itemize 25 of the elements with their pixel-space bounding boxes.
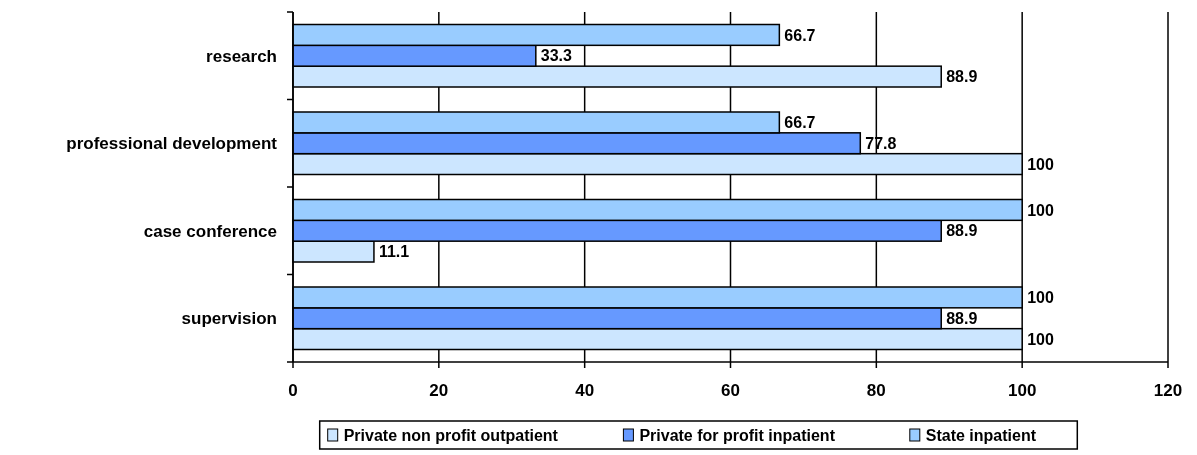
data-label: 33.3 bbox=[540, 47, 573, 65]
x-tick-label: 120 bbox=[1153, 381, 1183, 400]
data-label: 100 bbox=[1027, 201, 1054, 219]
y-tick-label: professional development bbox=[66, 134, 278, 154]
legend-label: Private non profit outpatient bbox=[343, 426, 559, 444]
data-label: 88.9 bbox=[946, 309, 978, 327]
x-tick-label: 60 bbox=[721, 381, 740, 400]
data-label: 66.7 bbox=[784, 114, 816, 132]
x-tick-label: 100 bbox=[1007, 381, 1037, 400]
y-tick-label: research bbox=[206, 46, 277, 66]
y-tick-label: case conference bbox=[143, 221, 277, 241]
data-label: 100 bbox=[1027, 289, 1054, 307]
x-tick-label: 20 bbox=[429, 381, 449, 400]
data-label: 66.7 bbox=[784, 26, 816, 44]
legend-label: Private for profit inpatient bbox=[639, 426, 836, 444]
data-label: 100 bbox=[1027, 330, 1054, 348]
x-tick-label: 80 bbox=[866, 381, 886, 400]
y-tick-label: supervision bbox=[181, 309, 277, 329]
legend-label: State inpatient bbox=[925, 426, 1037, 444]
data-label: 11.1 bbox=[378, 243, 410, 261]
data-label: 100 bbox=[1027, 155, 1054, 173]
x-tick-label: 40 bbox=[575, 381, 595, 400]
data-label: 88.9 bbox=[946, 222, 978, 240]
x-tick-label: 0 bbox=[288, 381, 298, 400]
data-label: 88.9 bbox=[946, 68, 978, 86]
